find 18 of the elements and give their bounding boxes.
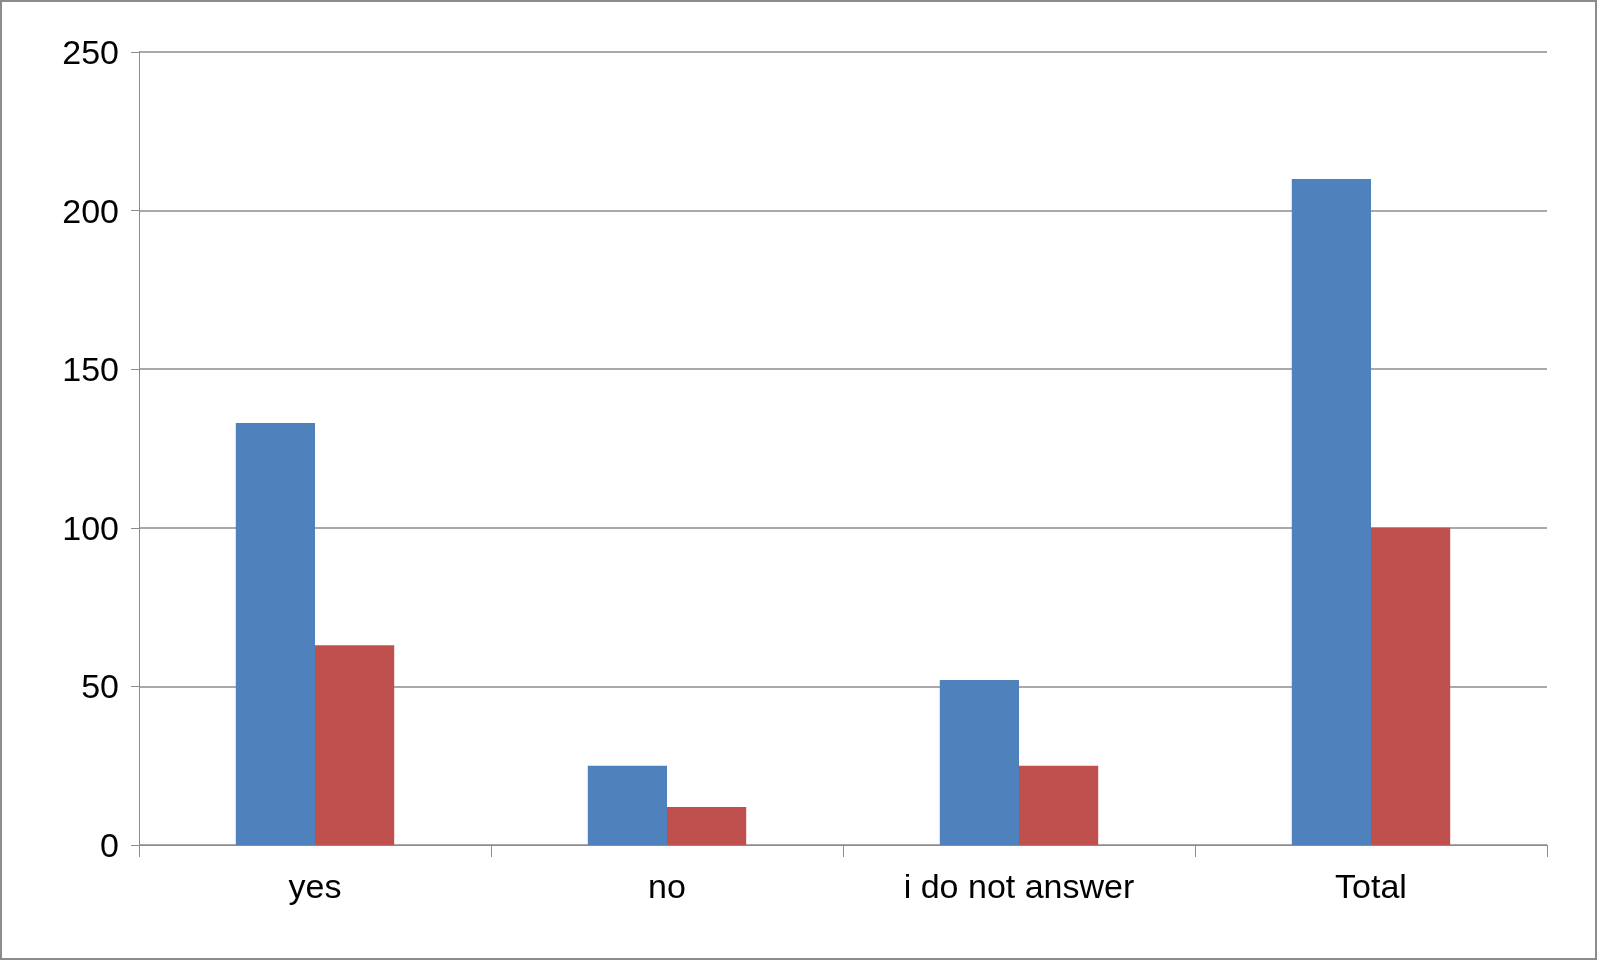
y-tick-label: 50 [81,667,119,706]
x-tick-label: i do not answer [903,867,1135,905]
x-tick-label: yes [288,867,342,905]
y-tick-label: 0 [100,826,119,864]
bar [1019,765,1099,845]
bar [587,765,667,845]
y-tick-label: 100 [62,508,119,547]
y-tick-label: 150 [62,350,119,389]
y-tick-label: 250 [62,33,119,71]
bar [1291,178,1371,845]
bar [939,680,1019,845]
x-tick-label: no [648,867,686,905]
x-tick-label: Total [1335,867,1407,905]
y-tick-label: 200 [62,191,119,230]
bar [667,806,747,845]
bar [1371,527,1451,845]
bar [235,423,315,845]
bar [315,645,395,845]
